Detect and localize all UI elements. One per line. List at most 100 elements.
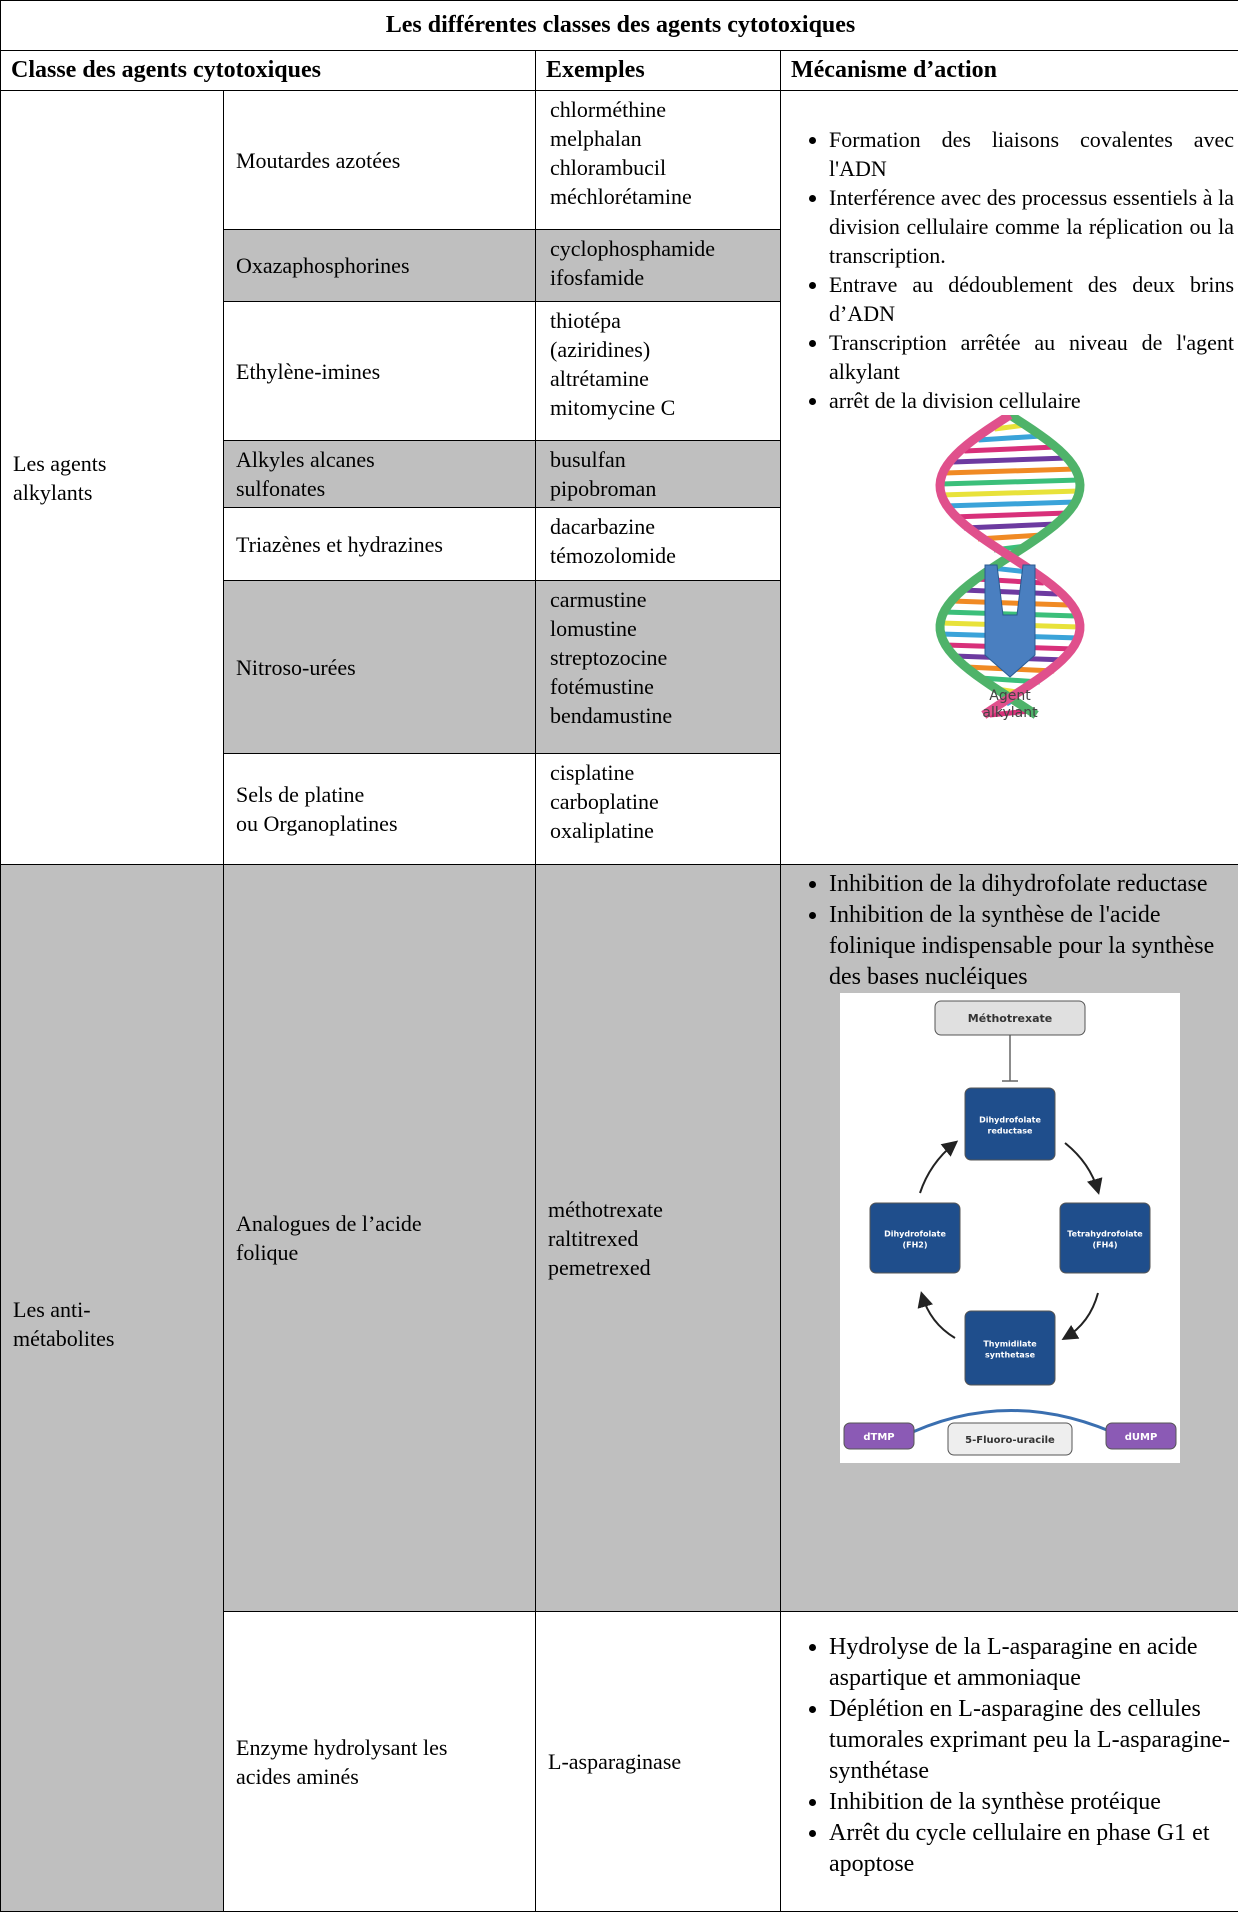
drug-box-label: Méthotrexate — [967, 1012, 1051, 1025]
example-line: pipobroman — [550, 476, 656, 501]
subclass-cell: Oxazaphosphorines — [224, 230, 536, 302]
bullet-item: Inhibition de la synthèse de l'acide fol… — [829, 900, 1234, 993]
examples-cell: dacarbazine témozolomide — [536, 508, 781, 581]
subclass-line: Moutardes azotées — [236, 148, 400, 173]
subclass-cell: Ethylène-imines — [224, 302, 536, 441]
example-line: bendamustine — [550, 703, 672, 728]
header-cell: Classe des agents cytotoxiques — [1, 51, 536, 91]
dna-rung — [962, 590, 1057, 594]
product-box-label: (FH4) — [1092, 1241, 1117, 1250]
bullet-list: Inhibition de la dihydrofolate reductase… — [785, 869, 1234, 993]
table-title: Les différentes classes des agents cytot… — [1, 1, 1238, 51]
figure-label: alkylant — [982, 705, 1038, 721]
example-line: cyclophosphamide — [550, 236, 715, 261]
example-line: chlorméthine — [550, 97, 666, 122]
example-line: (aziridines) — [550, 337, 650, 362]
synthase-box-label: Thymidilate — [983, 1340, 1037, 1349]
bullet-item: Inhibition de la synthèse protéique — [829, 1787, 1234, 1818]
bullet-item: arrêt de la division cellulaire — [829, 386, 1234, 415]
dna-rung — [952, 513, 1067, 517]
subclass-line: Ethylène-imines — [236, 359, 380, 384]
example-line: oxaliplatine — [550, 818, 654, 843]
bullet-item: Interférence avec des processus essentie… — [829, 183, 1234, 270]
bullet-item: Formation des liaisons covalentes avec l… — [829, 125, 1234, 183]
subclass-cell: Triazènes et hydrazines — [224, 508, 536, 581]
class-line: Les agents — [13, 451, 106, 476]
dna-rung — [944, 502, 1075, 506]
subclass-line: ou Organoplatines — [236, 811, 398, 836]
dna-rung — [978, 436, 1041, 440]
dna-rung — [940, 491, 1079, 495]
example-line: pemetrexed — [548, 1255, 651, 1280]
class-line: alkylants — [13, 480, 92, 505]
substrate-box-label: (FH2) — [902, 1241, 927, 1250]
examples-cell: cyclophosphamide ifosfamide — [536, 230, 781, 302]
bullet-list: Formation des liaisons covalentes avec l… — [785, 125, 1234, 415]
example-line: mitomycine C — [550, 395, 675, 420]
class-cell: Les agents alkylants — [1, 91, 224, 865]
bullet-item: Inhibition de la dihydrofolate reductase — [829, 869, 1234, 900]
example-line: altrétamine — [550, 366, 649, 391]
subclass-line: acides aminés — [236, 1764, 359, 1789]
bullet-item: Entrave au dédoublement des deux brins d… — [829, 270, 1234, 328]
example-line: dacarbazine — [550, 514, 655, 539]
subclass-line: Sels de platine — [236, 782, 364, 807]
dna-rung — [964, 447, 1055, 451]
figure-label: Agent — [989, 688, 1031, 704]
example-line: chlorambucil — [550, 155, 666, 180]
examples-cell: busulfan pipobroman — [536, 441, 781, 508]
figure: Méthotrexate Dihydrofolate reductase Dihydr… — [785, 993, 1234, 1472]
example-line: carmustine — [550, 587, 647, 612]
subclass-line: Oxazaphosphorines — [236, 253, 410, 278]
subclass-line: Enzyme hydrolysant les — [236, 1735, 447, 1760]
example-line: méthotrexate — [548, 1197, 663, 1222]
dna-rung — [944, 469, 1074, 473]
examples-cell: méthotrexate raltitrexed pemetrexed — [536, 865, 781, 1612]
subclass-line: Nitroso-urées — [236, 655, 356, 680]
class-line: métabolites — [13, 1326, 114, 1351]
subclass-line: sulfonates — [236, 476, 325, 501]
subclass-cell: Alkyles alcanes sulfonates — [224, 441, 536, 508]
dna-rung — [952, 458, 1066, 462]
dump-box-label: dUMP — [1124, 1432, 1157, 1443]
subclass-line: Analogues de l’acide — [236, 1211, 422, 1236]
class-line: Les anti- — [13, 1297, 91, 1322]
header-row: Classe des agents cytotoxiques Exemples … — [1, 51, 1238, 91]
dna-rung — [940, 480, 1079, 484]
subclass-cell: Moutardes azotées — [224, 91, 536, 230]
subclass-cell: Enzyme hydrolysant les acides aminés — [224, 1612, 536, 1912]
example-line: raltitrexed — [548, 1226, 638, 1251]
example-line: ifosfamide — [550, 265, 644, 290]
dtmp-box-label: dTMP — [863, 1432, 894, 1443]
bullet-item: Arrêt du cycle cellulaire en phase G1 et… — [829, 1818, 1234, 1880]
mechanism-cell: Hydrolyse de la L-asparagine en acide as… — [781, 1612, 1238, 1912]
dna-rung — [963, 524, 1055, 528]
example-line: témozolomide — [550, 543, 676, 568]
dna-rung — [951, 601, 1068, 605]
substrate-box-label: Dihydrofolate — [884, 1230, 946, 1239]
example-line: fotémustine — [550, 674, 654, 699]
example-line: busulfan — [550, 447, 626, 472]
bullet-list: Hydrolyse de la L-asparagine en acide as… — [785, 1632, 1234, 1880]
example-line: streptozocine — [550, 645, 667, 670]
pathway-figure: Méthotrexate Dihydrofolate reductase Dihydr… — [840, 993, 1180, 1463]
enzyme-box-label: reductase — [987, 1127, 1033, 1136]
header-cell: Mécanisme d’action — [781, 51, 1238, 91]
subclass-line: Alkyles alcanes — [236, 447, 375, 472]
header-cell: Exemples — [536, 51, 781, 91]
subclass-cell: Sels de platine ou Organoplatines — [224, 754, 536, 865]
bullet-item: Déplétion en L-asparagine des cellules t… — [829, 1694, 1234, 1787]
subclass-line: Triazènes et hydrazines — [236, 532, 443, 557]
page-body: Les différentes classes des agents cytot… — [0, 0, 1238, 1755]
table-row: Les anti-métabolites Analogues de l’acide… — [1, 865, 1238, 1612]
enzyme-box-label: Dihydrofolate — [979, 1116, 1041, 1125]
product-box-label: Tetrahydrofolate — [1067, 1230, 1143, 1239]
